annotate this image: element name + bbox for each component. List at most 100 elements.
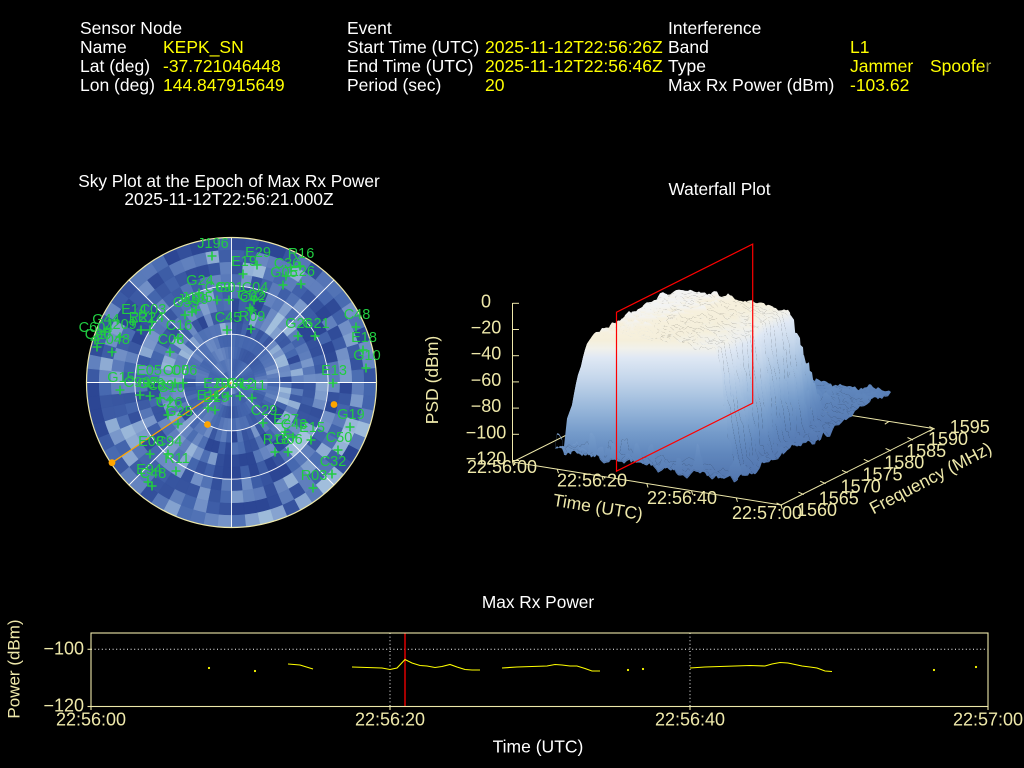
svg-text:G05: G05 (270, 265, 297, 281)
svg-text:E05: E05 (136, 363, 162, 379)
svg-text:1560: 1560 (797, 500, 837, 520)
svg-text:E20: E20 (203, 376, 229, 392)
svg-text:J196: J196 (197, 236, 228, 252)
svg-text:E18: E18 (351, 330, 377, 346)
svg-text:1580: 1580 (884, 453, 924, 473)
svg-text:C05: C05 (163, 363, 190, 379)
svg-text:C39: C39 (148, 378, 175, 394)
svg-text:R11: R11 (164, 451, 190, 467)
svg-text:−120: −120 (466, 449, 507, 469)
svg-text:2025-11-12T22:56:26Z: 2025-11-12T22:56:26Z (485, 37, 663, 57)
svg-text:C907: C907 (124, 375, 159, 391)
svg-text:C60: C60 (85, 327, 112, 343)
svg-text:Interference: Interference (668, 18, 761, 38)
svg-text:C04: C04 (242, 280, 269, 296)
svg-text:2025-11-12T22:56:21.000Z: 2025-11-12T22:56:21.000Z (124, 189, 334, 209)
svg-text:G06: G06 (275, 432, 302, 448)
svg-text:C43: C43 (281, 417, 308, 433)
svg-text:G12: G12 (227, 376, 254, 392)
svg-text:Sensor Node: Sensor Node (80, 18, 182, 38)
svg-text:C26: C26 (156, 395, 183, 411)
svg-text:22:57:00: 22:57:00 (732, 503, 802, 523)
svg-text:-37.721046448: -37.721046448 (163, 56, 281, 76)
svg-text:−40: −40 (471, 344, 502, 364)
svg-text:G10: G10 (157, 380, 184, 396)
svg-text:r: r (986, 56, 992, 76)
svg-text:Event: Event (347, 18, 392, 38)
svg-text:G25: G25 (165, 404, 192, 420)
svg-text:E19: E19 (231, 254, 257, 270)
svg-text:−20: −20 (471, 318, 502, 338)
svg-text:R16: R16 (288, 246, 315, 262)
svg-text:E94: E94 (136, 462, 162, 478)
svg-text:E13: E13 (321, 363, 347, 379)
svg-text:E048: E048 (96, 332, 130, 348)
svg-text:Power (dBm): Power (dBm) (5, 619, 24, 718)
svg-text:20: 20 (485, 75, 505, 95)
svg-text:Max Rx Power: Max Rx Power (482, 592, 595, 612)
svg-text:G44: G44 (92, 312, 119, 328)
svg-text:G04: G04 (215, 376, 242, 392)
svg-text:C50: C50 (326, 430, 353, 446)
svg-text:C69: C69 (205, 280, 232, 296)
svg-text:G15: G15 (107, 370, 134, 386)
svg-text:Start Time (UTC): Start Time (UTC) (347, 37, 479, 57)
svg-text:0: 0 (481, 291, 491, 311)
svg-text:Sky Plot at the Epoch of Max R: Sky Plot at the Epoch of Max Rx Power (78, 171, 380, 191)
svg-text:R18: R18 (263, 432, 290, 448)
svg-text:22:56:20: 22:56:20 (355, 710, 425, 730)
svg-text:Lon (deg): Lon (deg) (80, 75, 155, 95)
svg-text:Waterfall Plot: Waterfall Plot (668, 179, 770, 199)
svg-text:C94: C94 (156, 434, 183, 450)
svg-text:Time (UTC): Time (UTC) (493, 737, 584, 757)
svg-text:J209: J209 (105, 317, 136, 333)
svg-text:Spoofe: Spoofe (930, 56, 985, 76)
svg-text:G19: G19 (337, 407, 364, 423)
svg-text:22:56:40: 22:56:40 (655, 710, 725, 730)
svg-text:C604: C604 (79, 320, 114, 336)
svg-text:E14: E14 (121, 302, 147, 318)
svg-text:PSD (dBm): PSD (dBm) (422, 336, 442, 424)
svg-text:1585: 1585 (906, 441, 946, 461)
svg-text:C59: C59 (173, 295, 200, 311)
svg-text:E19: E19 (203, 390, 229, 406)
svg-text:Type: Type (668, 56, 706, 76)
svg-text:22:56:00: 22:56:00 (467, 457, 537, 477)
svg-text:1565: 1565 (819, 488, 859, 508)
svg-text:G21: G21 (302, 316, 329, 332)
svg-text:Lat (deg): Lat (deg) (80, 56, 150, 76)
svg-text:C16: C16 (166, 318, 193, 334)
svg-text:C45: C45 (215, 310, 242, 326)
svg-text:22:56:40: 22:56:40 (647, 488, 717, 508)
svg-text:Jammer: Jammer (850, 56, 913, 76)
svg-text:2025-11-12T22:56:46Z: 2025-11-12T22:56:46Z (485, 56, 663, 76)
svg-text:C48: C48 (140, 466, 167, 482)
svg-text:22:57:00: 22:57:00 (953, 710, 1023, 730)
svg-text:R24: R24 (138, 310, 165, 326)
svg-text:E15: E15 (299, 420, 325, 436)
svg-text:1575: 1575 (862, 465, 902, 485)
svg-text:C03: C03 (140, 302, 167, 318)
svg-text:E29: E29 (245, 245, 271, 261)
svg-text:−100: −100 (466, 422, 507, 442)
svg-text:−80: −80 (471, 396, 502, 416)
svg-text:C08: C08 (158, 332, 185, 348)
svg-text:E27: E27 (273, 412, 299, 428)
svg-text:C06: C06 (171, 363, 198, 379)
svg-text:E11: E11 (197, 388, 222, 404)
svg-text:Band: Band (668, 37, 709, 57)
svg-text:Name: Name (80, 37, 127, 57)
svg-text:C36: C36 (274, 256, 301, 272)
svg-text:C48: C48 (344, 307, 371, 323)
svg-text:−100: −100 (43, 638, 84, 658)
svg-text:End Time (UTC): End Time (UTC) (347, 56, 473, 76)
svg-text:Period (sec): Period (sec) (347, 75, 441, 95)
svg-text:−120: −120 (43, 696, 84, 716)
svg-text:R03: R03 (301, 468, 328, 484)
svg-text:L1: L1 (850, 37, 869, 57)
svg-text:R09: R09 (239, 309, 266, 325)
svg-text:C29: C29 (251, 403, 278, 419)
svg-text:G10: G10 (353, 348, 380, 364)
svg-text:G24: G24 (186, 273, 213, 289)
svg-text:J195: J195 (181, 290, 212, 306)
